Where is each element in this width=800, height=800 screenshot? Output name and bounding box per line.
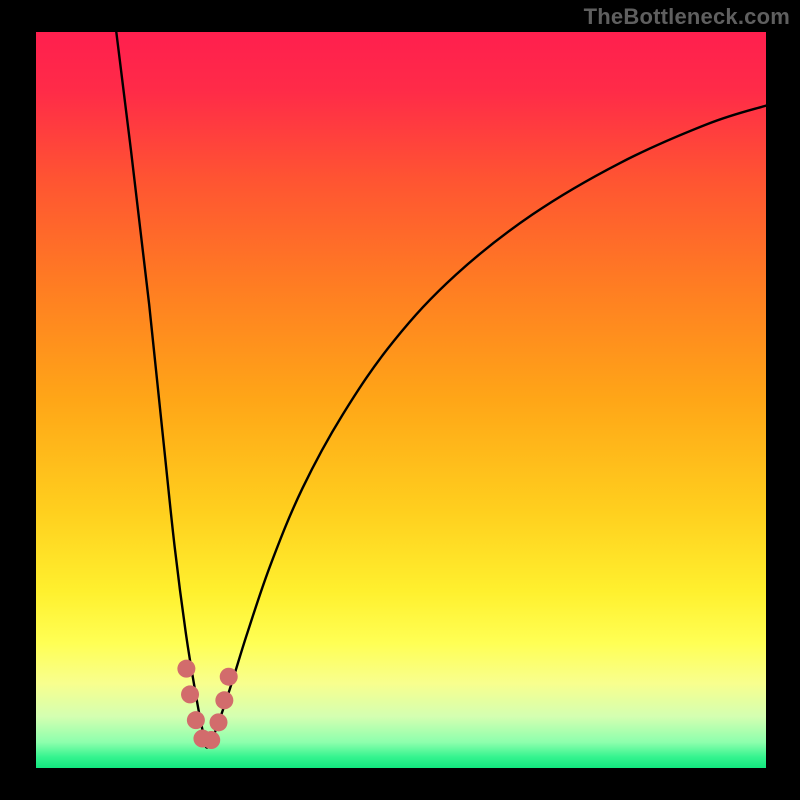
valley-marker [202,731,220,749]
valley-marker [187,711,205,729]
valley-marker [215,691,233,709]
gradient-background [36,32,766,768]
plot-svg [36,32,766,768]
watermark-text: TheBottleneck.com [584,4,790,30]
valley-marker [210,713,228,731]
bottleneck-curve-plot [36,32,766,768]
stage: TheBottleneck.com [0,0,800,800]
valley-marker [220,668,238,686]
valley-marker [177,660,195,678]
valley-marker [181,685,199,703]
